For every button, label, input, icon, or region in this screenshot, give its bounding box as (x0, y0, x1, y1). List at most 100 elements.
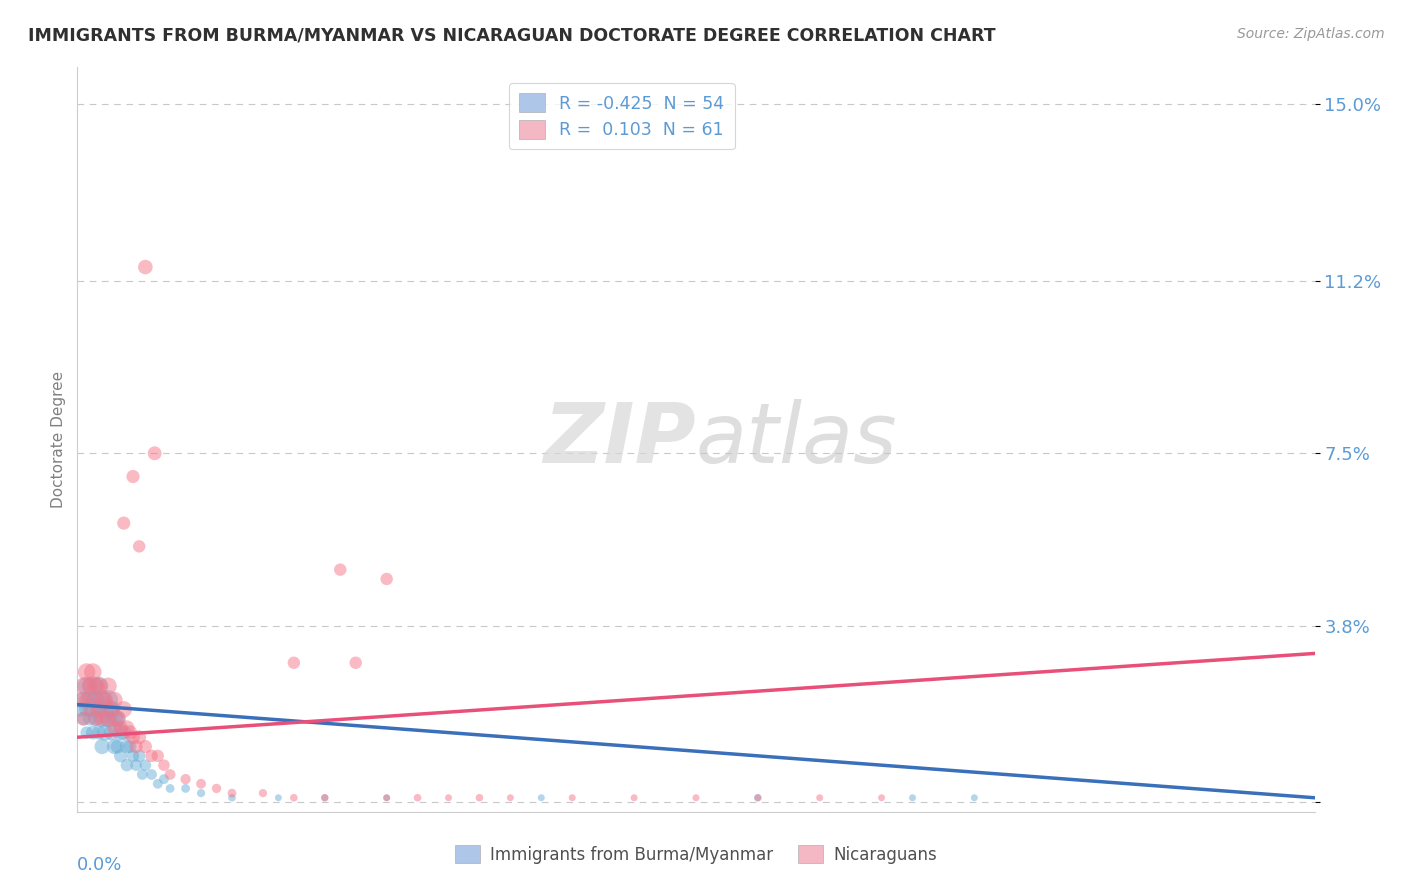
Point (112, 702, 135, 716)
Point (747, 790, 769, 805)
Point (110, 748, 132, 763)
Point (110, 725, 132, 739)
Point (221, 786, 243, 800)
Point (107, 712, 129, 726)
Point (76, 679, 98, 693)
Point (69, 693, 91, 707)
Point (128, 748, 150, 763)
Point (97, 693, 120, 707)
Point (97, 712, 120, 726)
Point (72, 679, 94, 693)
Point (134, 260, 156, 274)
Point (125, 758, 148, 772)
Point (146, 748, 169, 763)
Point (82, 702, 104, 716)
Point (94, 702, 117, 716)
Point (107, 712, 129, 726)
Point (84, 693, 107, 707)
Point (79, 679, 101, 693)
Point (122, 748, 145, 763)
Point (110, 721, 132, 735)
Point (97, 679, 120, 693)
Point (118, 725, 141, 739)
Point (94, 725, 117, 739)
Point (91, 693, 114, 707)
Point (84, 712, 107, 726)
Point (143, 446, 166, 460)
Point (329, 563, 352, 577)
Text: ZIP: ZIP (543, 399, 696, 480)
Point (190, 777, 212, 791)
Point (76, 725, 98, 739)
Point (141, 767, 163, 781)
Point (100, 702, 122, 716)
Point (72, 712, 94, 726)
Point (100, 725, 122, 739)
Point (91, 712, 114, 726)
Point (159, 767, 181, 781)
Text: Source: ZipAtlas.com: Source: ZipAtlas.com (1237, 27, 1385, 41)
Point (468, 790, 491, 805)
Point (84, 712, 107, 726)
Point (685, 790, 707, 805)
Point (87, 702, 110, 716)
Point (91, 739, 114, 754)
Point (87, 679, 110, 693)
Point (406, 790, 429, 805)
Point (122, 730, 145, 744)
Point (94, 693, 117, 707)
Point (190, 786, 212, 800)
Point (82, 679, 104, 693)
Point (267, 790, 290, 805)
Point (76, 693, 98, 707)
Point (103, 739, 125, 754)
Point (252, 786, 274, 800)
Point (87, 679, 110, 693)
Point (76, 665, 98, 679)
Point (84, 679, 107, 693)
Point (125, 739, 148, 754)
Point (963, 790, 986, 805)
Point (91, 693, 114, 707)
Point (82, 693, 104, 707)
Point (174, 772, 197, 786)
Point (141, 748, 163, 763)
Point (72, 693, 94, 707)
Point (91, 712, 114, 726)
Text: IMMIGRANTS FROM BURMA/MYANMAR VS NICARAGUAN DOCTORATE DEGREE CORRELATION CHART: IMMIGRANTS FROM BURMA/MYANMAR VS NICARAG… (28, 27, 995, 45)
Point (314, 790, 336, 805)
Point (122, 469, 145, 483)
Point (174, 781, 197, 796)
Point (112, 516, 135, 530)
Point (107, 739, 129, 754)
Point (205, 781, 228, 796)
Text: atlas: atlas (696, 399, 897, 480)
Point (530, 790, 553, 805)
Point (499, 790, 522, 805)
Point (153, 758, 176, 772)
Point (375, 572, 398, 586)
Point (747, 790, 769, 805)
Legend: Immigrants from Burma/Myanmar, Nicaraguans: Immigrants from Burma/Myanmar, Nicaragua… (449, 838, 943, 871)
Point (901, 790, 924, 805)
Point (87, 725, 110, 739)
Point (314, 790, 336, 805)
Point (100, 702, 122, 716)
Y-axis label: Doctorate Degree: Doctorate Degree (51, 371, 66, 508)
Point (134, 739, 156, 754)
Point (112, 725, 135, 739)
Point (128, 730, 150, 744)
Point (79, 702, 101, 716)
Point (103, 721, 125, 735)
Point (870, 790, 893, 805)
Point (131, 767, 153, 781)
Point (115, 739, 138, 754)
Point (97, 712, 120, 726)
Point (79, 693, 101, 707)
Point (69, 702, 91, 716)
Point (146, 777, 169, 791)
Point (79, 712, 101, 726)
Point (128, 540, 150, 554)
Text: 0.0%: 0.0% (77, 856, 122, 874)
Point (82, 725, 104, 739)
